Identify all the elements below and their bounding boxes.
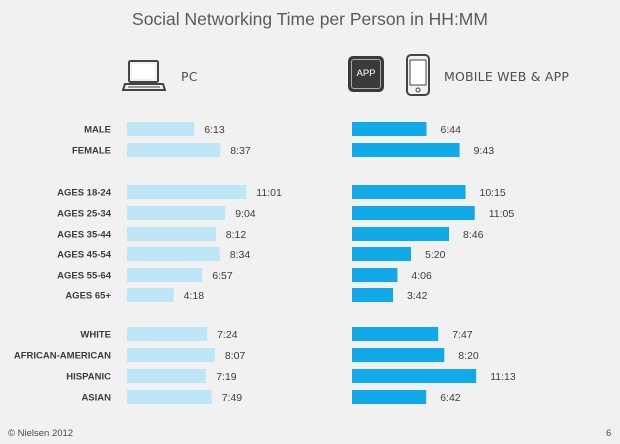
bar — [352, 369, 477, 383]
panel-label-pc: PC — [181, 69, 198, 84]
bar — [127, 122, 195, 136]
category-label: FEMALE — [72, 146, 111, 157]
app-icon: APP — [348, 56, 384, 92]
smartphone-icon — [406, 54, 430, 96]
data-label: 7:49 — [222, 392, 243, 404]
data-label: 6:57 — [212, 270, 233, 282]
category-label: AGES 65+ — [65, 291, 111, 302]
bar — [352, 143, 460, 157]
data-label: 4:18 — [184, 290, 205, 302]
bar — [127, 327, 208, 341]
bar — [352, 348, 445, 362]
category-label: AGES 45-54 — [57, 250, 112, 261]
bar — [352, 122, 427, 136]
data-label: 9:43 — [474, 145, 495, 157]
bar — [352, 185, 466, 199]
bar — [352, 268, 398, 282]
data-label: 6:42 — [440, 392, 461, 404]
data-label: 8:12 — [226, 229, 247, 241]
data-label: 6:13 — [204, 124, 225, 136]
data-label: 3:42 — [407, 290, 428, 302]
data-label: 7:24 — [217, 329, 238, 341]
category-label: AGES 35-44 — [57, 230, 112, 241]
laptop-icon — [122, 60, 166, 91]
bar — [352, 206, 475, 220]
data-label: 11:05 — [489, 208, 515, 220]
data-label: 8:07 — [225, 350, 246, 362]
data-label: 5:20 — [425, 249, 446, 261]
bar — [127, 247, 220, 261]
data-label: 4:06 — [411, 270, 432, 282]
category-label: AGES 55-64 — [57, 271, 112, 282]
bar — [127, 268, 203, 282]
data-label: 8:37 — [230, 145, 251, 157]
data-label: 8:34 — [230, 249, 251, 261]
panel-label-mobile: MOBILE WEB & APP — [444, 69, 570, 84]
bar — [127, 369, 207, 383]
bar — [352, 247, 411, 261]
data-label: 11:01 — [256, 187, 282, 199]
bar — [127, 185, 247, 199]
bar — [127, 206, 226, 220]
data-label: 9:04 — [235, 208, 256, 220]
category-label: ASIAN — [81, 393, 111, 404]
category-label: AGES 25-34 — [57, 209, 112, 220]
page-number: 6 — [606, 428, 612, 439]
data-label: 8:20 — [458, 350, 479, 362]
category-label: AFRICAN-AMERICAN — [14, 351, 111, 362]
category-label: HISPANIC — [66, 372, 111, 383]
bar — [127, 348, 215, 362]
bar — [352, 327, 439, 341]
data-label: 7:47 — [452, 329, 473, 341]
copyright: © Nielsen 2012 — [8, 428, 74, 439]
bar — [127, 143, 221, 157]
bar — [352, 227, 449, 241]
category-label: WHITE — [80, 330, 111, 341]
data-label: 7:19 — [216, 371, 237, 383]
category-label: AGES 18-24 — [57, 188, 112, 199]
bar — [127, 288, 174, 302]
bar — [127, 227, 216, 241]
bar — [352, 390, 427, 404]
bar — [127, 390, 212, 404]
data-label: 6:44 — [441, 124, 462, 136]
data-label: 8:46 — [463, 229, 484, 241]
app-icon-label: APP — [351, 59, 381, 89]
data-label: 11:13 — [490, 371, 516, 383]
bar — [352, 288, 393, 302]
chart-title: Social Networking Time per Person in HH:… — [132, 9, 488, 29]
data-label: 10:15 — [480, 187, 506, 199]
category-label: MALE — [84, 125, 111, 136]
